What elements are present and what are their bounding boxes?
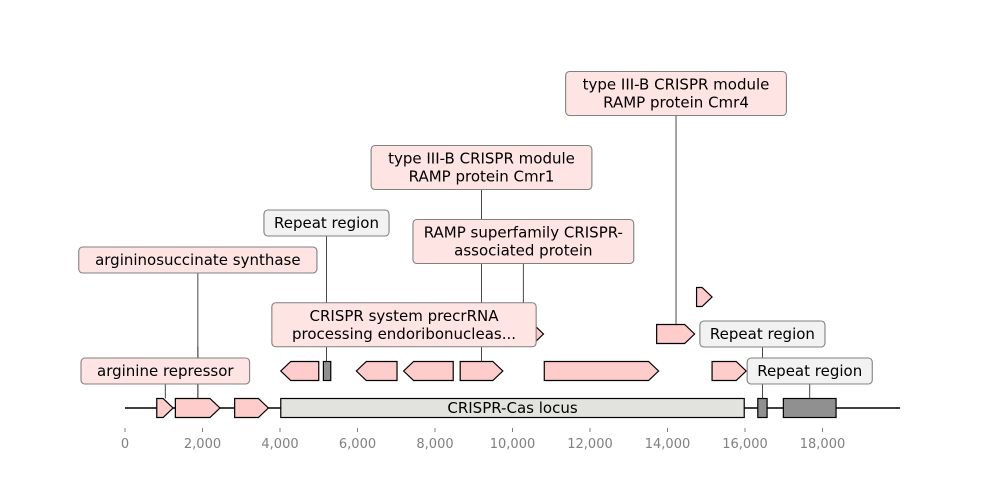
feature-label-box <box>746 357 873 385</box>
feature-label-text: type III-B CRISPR module <box>583 76 770 94</box>
feature-label-text: CRISPR system precrRNA <box>310 307 500 325</box>
feature-label-box <box>80 357 251 385</box>
feature-labels: arginine repressor CRISPR system precrRNA… <box>78 70 873 385</box>
feature-label-text: processing endoribonucleas... <box>292 325 516 343</box>
feature-label-text: associated protein <box>454 242 592 260</box>
axis-tick-label: 16,000 <box>722 437 768 452</box>
feature-label-text: arginine repressor <box>97 362 234 380</box>
axis-ticks: 0 2,000 4,000 6,000 8,000 10,000 12,000 14,000 1… <box>121 428 845 452</box>
cds-feature-arrow <box>279 360 320 382</box>
axis-tick-label: 10,000 <box>490 437 536 452</box>
repeat-region-feature <box>782 397 837 419</box>
feature-label-box <box>263 209 390 237</box>
feature-label-box <box>78 246 318 274</box>
axis-tick-label: 14,000 <box>645 437 691 452</box>
axis-tick-label: 8,000 <box>416 437 453 452</box>
crispr-locus-region <box>280 397 745 419</box>
cds-feature-arrow <box>156 397 174 419</box>
feature-label-box <box>370 144 593 191</box>
cds-feature-arrow <box>174 397 221 419</box>
feature-label-text: RAMP superfamily CRISPR- <box>424 224 623 242</box>
axis-tick-label: 6,000 <box>339 437 376 452</box>
repeat-region-feature <box>322 360 332 382</box>
cds-feature-arrow <box>656 323 696 345</box>
feature-label-text: type III-B CRISPR module <box>388 150 575 168</box>
feature-label-text: Repeat region <box>274 214 379 232</box>
axis-tick-label: 18,000 <box>800 437 846 452</box>
cds-feature-arrow <box>402 360 454 382</box>
cds-feature-arrow <box>459 360 504 382</box>
repeat-region-feature <box>757 397 768 419</box>
cds-feature-arrow <box>234 397 270 419</box>
feature-label-text: argininosuccinate synthase <box>95 251 301 269</box>
feature-label-text: RAMP protein Cmr4 <box>603 94 749 112</box>
axis-tick-label: 2,000 <box>184 437 221 452</box>
cds-feature-arrow <box>543 360 660 382</box>
feature-label-box <box>699 320 826 348</box>
feature-label-text: Repeat region <box>757 362 862 380</box>
feature-label-box <box>271 302 537 348</box>
feature-label-box <box>565 70 787 117</box>
locus-label: CRISPR-Cas locus <box>447 399 577 417</box>
axis-tick-label: 12,000 <box>567 437 613 452</box>
axis-tick-label: 0 <box>121 437 129 452</box>
cds-feature-arrow <box>711 360 748 382</box>
axis-tick-label: 4,000 <box>261 437 298 452</box>
feature-label-box <box>412 218 635 265</box>
cds-feature-arrow <box>695 286 713 308</box>
feature-label-text: Repeat region <box>710 325 815 343</box>
cds-feature-arrow <box>355 360 398 382</box>
feature-label-text: RAMP protein Cmr1 <box>409 168 555 186</box>
